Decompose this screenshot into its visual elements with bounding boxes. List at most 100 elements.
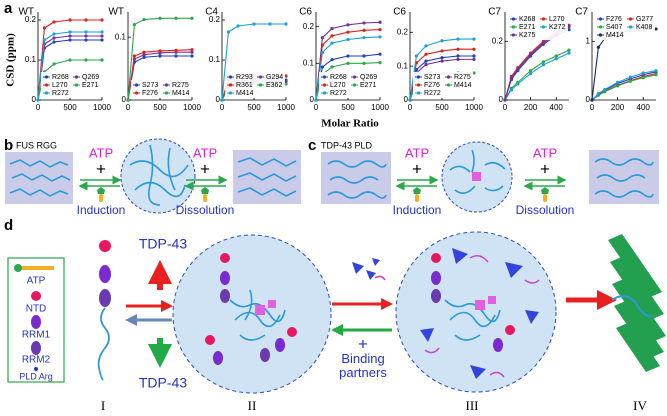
point	[424, 44, 428, 48]
ntd	[99, 240, 111, 252]
atp-icon	[14, 264, 22, 272]
point	[472, 37, 476, 41]
x-tick-label: 0	[36, 103, 41, 112]
legend-swatch	[44, 83, 49, 87]
point	[142, 53, 146, 57]
plus: +	[412, 159, 422, 178]
partners-label: Binding partners	[339, 351, 387, 380]
legend-swatch	[322, 75, 327, 79]
legend-label: R293	[236, 74, 253, 81]
point	[68, 18, 72, 22]
point	[84, 58, 88, 62]
x-tick-label: 1000	[277, 103, 295, 112]
legend-label: M414	[172, 90, 190, 97]
protein-label: TDP-43	[139, 375, 187, 391]
condensate	[205, 253, 297, 365]
y-axis-label: CSD (ppm)	[5, 33, 17, 87]
x-tick-label: 200	[524, 103, 538, 112]
x-tick-label: 0	[314, 103, 319, 112]
point	[346, 54, 350, 58]
x-tick-label: 0	[590, 103, 595, 112]
pld	[97, 307, 110, 381]
point	[252, 22, 256, 26]
x-tick-label: 500	[153, 103, 167, 112]
legend-swatch	[541, 25, 546, 29]
legend-swatch	[352, 83, 357, 87]
point	[226, 30, 230, 34]
stage-label: I	[101, 398, 105, 413]
point	[100, 30, 104, 34]
point	[84, 30, 88, 34]
x-tick-label: 500	[247, 103, 261, 112]
legend-label: R361	[236, 82, 253, 89]
point	[320, 65, 324, 69]
legend-label: R268	[52, 74, 69, 81]
point	[284, 82, 288, 86]
point	[641, 71, 645, 75]
legend-swatch	[322, 83, 327, 87]
point	[440, 39, 444, 43]
stage-label: II	[248, 398, 257, 413]
x-tick-label: 1000	[465, 103, 483, 112]
y-tick-label: 0	[216, 95, 221, 104]
atp-icon	[413, 187, 421, 194]
point	[541, 60, 546, 64]
x-tick-label: 400	[550, 103, 564, 112]
legend-label: RRM2	[22, 355, 51, 366]
point	[330, 41, 334, 45]
legend-label: R272	[52, 90, 69, 97]
point	[424, 52, 428, 56]
point	[142, 55, 146, 59]
point	[541, 41, 546, 45]
series-line	[315, 29, 381, 101]
point	[529, 69, 533, 73]
point	[42, 38, 47, 42]
point	[126, 98, 130, 102]
legend-swatch	[598, 25, 603, 29]
series-line	[315, 36, 381, 101]
chart-title: C4	[205, 7, 218, 18]
atp-icon	[203, 194, 207, 202]
point	[529, 72, 533, 76]
series-line	[591, 70, 657, 101]
y-tick-label: 0	[122, 95, 127, 104]
legend-label: S273	[424, 74, 440, 81]
stage-label: III	[466, 398, 479, 413]
chain	[237, 172, 297, 182]
panel-b: b FUS RGG ATP + Induction ATP + Dissolut…	[4, 137, 301, 217]
x-tick-label: 0	[503, 103, 508, 112]
point	[158, 49, 162, 53]
x-tick-label: 500	[435, 103, 449, 112]
point	[346, 30, 350, 34]
legend-label: E271	[519, 24, 535, 31]
series-line	[127, 49, 193, 101]
legend-swatch	[44, 75, 49, 79]
y-tick-label: 0.2	[492, 36, 504, 45]
legend-label: L270	[330, 82, 346, 89]
point	[346, 61, 350, 65]
series-line	[591, 74, 657, 101]
point	[362, 61, 366, 65]
point	[132, 54, 136, 58]
monomer-box	[321, 152, 391, 204]
chart-title: WT	[18, 7, 34, 18]
y-tick-label: 0.1	[303, 58, 315, 67]
legend-label: M414	[454, 82, 472, 89]
legend-label: L270	[549, 16, 565, 23]
stage-label: IV	[633, 398, 647, 413]
atp-cluster	[472, 172, 481, 181]
plus: +	[358, 334, 368, 353]
atp-icon	[201, 187, 209, 194]
legend-swatch	[44, 91, 49, 95]
step-label: Induction	[393, 203, 442, 217]
legend-swatch	[258, 75, 263, 79]
point	[616, 80, 620, 84]
x-tick-label: 0	[408, 103, 413, 112]
y-tick-label: 0	[310, 95, 315, 104]
point	[440, 59, 444, 63]
point	[52, 32, 56, 36]
legend-box	[508, 14, 568, 40]
point	[408, 98, 412, 102]
point	[503, 98, 507, 102]
